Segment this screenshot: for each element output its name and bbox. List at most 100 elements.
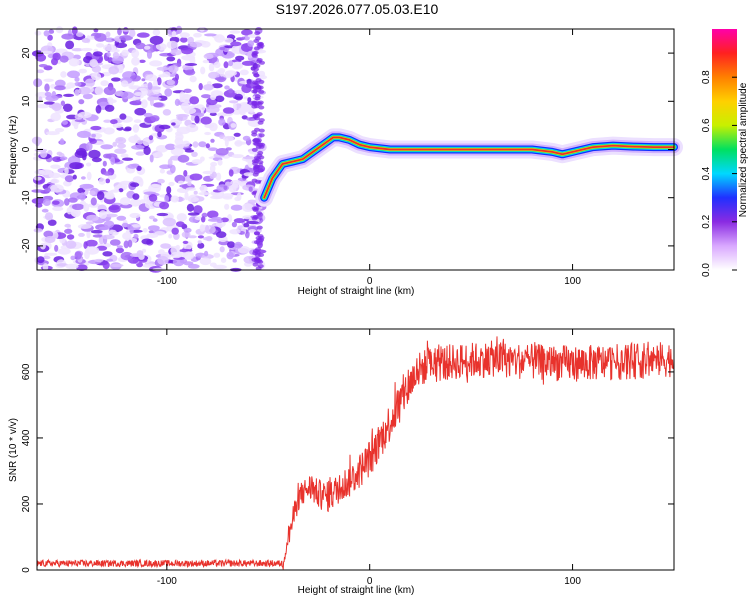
noise-blob [54, 128, 65, 133]
noise-blob [103, 171, 112, 176]
noise-blob [47, 219, 57, 226]
noise-blob [205, 225, 210, 233]
noise-blob [258, 43, 265, 48]
noise-blob [61, 33, 75, 40]
noise-blob [256, 59, 262, 64]
noise-blob [54, 244, 59, 252]
noise-blob [239, 69, 249, 76]
snr-series-line [36, 336, 675, 570]
noise-blob [109, 239, 121, 246]
noise-blob [193, 32, 202, 38]
noise-blob [253, 81, 260, 86]
noise-blob [76, 32, 84, 37]
noise-blob [77, 187, 86, 194]
noise-blob [59, 138, 65, 145]
track-core [263, 136, 675, 199]
noise-blob [31, 189, 44, 193]
colorbar-tick-label: 0.2 [701, 214, 712, 228]
noise-blob [105, 178, 111, 184]
noise-blob [124, 126, 132, 131]
noise-blob [117, 143, 126, 149]
noise-blob [187, 264, 200, 269]
noise-blob [211, 216, 222, 220]
noise-blob [103, 153, 112, 159]
noise-blob [93, 51, 103, 57]
noise-blob [86, 141, 93, 151]
noise-blob [143, 146, 151, 156]
noise-blob [121, 49, 129, 56]
colorbar-tick-label: 0.6 [701, 118, 712, 132]
noise-blob [233, 61, 242, 69]
noise-blob [153, 102, 164, 108]
noise-blob [208, 63, 215, 72]
noise-blob [157, 255, 169, 265]
noise-blob [65, 240, 77, 249]
noise-blob [120, 91, 134, 99]
noise-blob [136, 139, 144, 145]
noise-blob [153, 151, 164, 158]
noise-blob [257, 100, 264, 105]
snr-x-tick-label: -100 [157, 576, 177, 587]
noise-blob [200, 116, 212, 125]
noise-blob [82, 93, 93, 100]
noise-blob [193, 190, 198, 195]
noise-blob [74, 89, 80, 96]
noise-blob [121, 222, 129, 228]
noise-blob [220, 257, 227, 264]
noise-blob [141, 238, 153, 245]
snr-y-tick-label: 0 [21, 567, 32, 573]
noise-blob [210, 161, 218, 167]
noise-blob [254, 231, 260, 236]
noise-blob [112, 141, 117, 147]
noise-blob [230, 123, 237, 128]
noise-blob [92, 234, 103, 238]
noise-blob [200, 156, 205, 162]
noise-blob [219, 69, 225, 77]
noise-blob [233, 132, 241, 137]
noise-blob [90, 197, 97, 206]
noise-blob [209, 164, 216, 173]
figure-title: S197.2026.077.05.03.E10 [276, 1, 439, 17]
noise-blob [251, 147, 258, 152]
noise-blob [256, 225, 263, 230]
noise-blob [246, 220, 259, 225]
noise-blob [79, 192, 86, 201]
noise-blob [197, 235, 204, 239]
noise-blob [181, 231, 191, 238]
noise-blob [184, 69, 196, 76]
spectrogram-y-tick-label: 20 [21, 47, 32, 59]
noise-blob [42, 263, 49, 271]
noise-blob [231, 154, 244, 159]
noise-blob [257, 85, 264, 90]
noise-blob [229, 229, 241, 235]
noise-blob [91, 72, 102, 81]
noise-blob [44, 91, 52, 97]
noise-blob [202, 59, 210, 64]
noise-blob [47, 34, 53, 41]
noise-blob [194, 115, 200, 124]
noise-blob [223, 107, 235, 114]
noise-blob [152, 218, 158, 222]
colorbar-label: Normalized spectral amplitude [738, 82, 749, 217]
noise-blob [98, 177, 106, 185]
noise-blob [185, 124, 199, 133]
noise-blob [165, 143, 176, 150]
noise-blob [138, 59, 146, 63]
colorbar-tick-label: 0.4 [701, 166, 712, 180]
noise-blob [179, 32, 190, 38]
noise-blob [160, 243, 172, 249]
snr-y-label: SNR (10 * v/v) [8, 418, 19, 482]
noise-blob [76, 130, 91, 138]
noise-blob [109, 263, 124, 268]
noise-blob [149, 60, 163, 67]
noise-blob [106, 258, 114, 262]
noise-blob [81, 38, 90, 43]
noise-blob [156, 212, 169, 217]
noise-blob [94, 258, 104, 263]
noise-blob [65, 40, 75, 50]
noise-blob [242, 156, 256, 160]
noise-blob [209, 262, 217, 267]
noise-blob [215, 95, 225, 103]
noise-blob [72, 203, 84, 210]
